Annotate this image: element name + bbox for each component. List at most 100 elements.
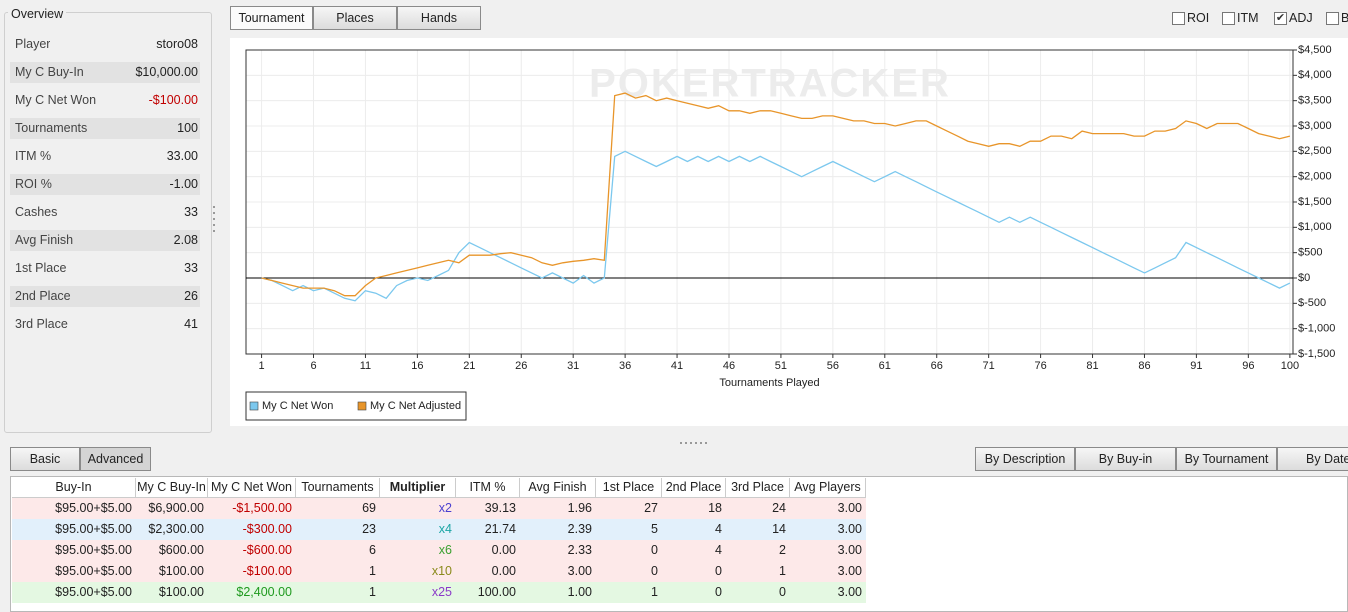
table-cell: 2.39 (520, 519, 596, 540)
y-tick-label: $0 (1298, 272, 1310, 284)
sub-tab[interactable]: Advanced (80, 447, 151, 471)
table-cell: $2,300.00 (136, 519, 208, 540)
overview-row: 3rd Place 41 (10, 314, 200, 335)
overview-label: 1st Place (15, 261, 67, 275)
table-cell: 0 (596, 561, 662, 582)
overview-row: Avg Finish 2.08 (10, 230, 200, 251)
column-header[interactable]: Tournaments (296, 478, 380, 498)
legend-box (245, 391, 467, 421)
column-header[interactable]: My C Net Won (208, 478, 296, 498)
table-cell: 0 (662, 561, 726, 582)
view-tab[interactable]: Tournament (230, 6, 313, 30)
group-tab[interactable]: By Description (975, 447, 1075, 471)
legend-label: My C Net Won (262, 400, 333, 412)
table-cell: 39.13 (456, 498, 520, 519)
checkbox[interactable] (1222, 12, 1235, 25)
table-cell: 0.00 (456, 540, 520, 561)
table-cell: -$1,500.00 (208, 498, 296, 519)
splitter-dot (213, 206, 215, 208)
group-tab[interactable]: By Date (1277, 447, 1348, 471)
overview-value: 100 (177, 121, 198, 135)
splitter-dot (213, 218, 215, 220)
overview-row: My C Net Won -$100.00 (10, 90, 200, 111)
table-cell: 3.00 (790, 561, 866, 582)
splitter-dot (680, 442, 682, 444)
y-tick-label: $2,500 (1298, 145, 1332, 157)
group-tab[interactable]: By Buy-in (1075, 447, 1176, 471)
overview-value: $10,000.00 (135, 65, 198, 79)
column-header[interactable]: My C Buy-In (136, 478, 208, 498)
table-cell: 3.00 (790, 498, 866, 519)
column-header[interactable]: 3rd Place (726, 478, 790, 498)
column-header[interactable]: Avg Finish (520, 478, 596, 498)
splitter-dot (213, 212, 215, 214)
table-cell: $100.00 (136, 582, 208, 603)
overview-row: ITM % 33.00 (10, 146, 200, 167)
x-tick-label: 66 (931, 360, 943, 372)
checkbox-label[interactable]: ADJ (1289, 11, 1313, 25)
table-cell: $95.00+$5.00 (12, 540, 136, 561)
table-cell: 14 (726, 519, 790, 540)
splitter-dot (213, 224, 215, 226)
table-cell: 23 (296, 519, 380, 540)
overview-label: 2nd Place (15, 289, 71, 303)
overview-title: Overview (8, 6, 67, 22)
view-tab[interactable]: Places (313, 6, 397, 30)
checkbox[interactable] (1326, 12, 1339, 25)
column-header[interactable]: Buy-In (12, 478, 136, 498)
y-tick-label: $-1,000 (1298, 323, 1335, 335)
checkbox[interactable] (1172, 12, 1185, 25)
column-header[interactable]: 1st Place (596, 478, 662, 498)
column-header[interactable]: Avg Players (790, 478, 866, 498)
x-tick-label: 21 (463, 360, 475, 372)
x-tick-label: 16 (411, 360, 423, 372)
table-cell: $95.00+$5.00 (12, 498, 136, 519)
checkbox-label[interactable]: ITM (1237, 11, 1259, 25)
overview-label: ROI % (15, 177, 52, 191)
table-cell: 18 (662, 498, 726, 519)
table-cell: -$100.00 (208, 561, 296, 582)
column-header[interactable]: Multiplier (380, 478, 456, 498)
checkbox-label[interactable]: B (1341, 11, 1348, 25)
splitter-dot (213, 230, 215, 232)
overview-label: Player (15, 37, 51, 51)
table-cell: 1 (596, 582, 662, 603)
overview-label: 3rd Place (15, 317, 68, 331)
y-tick-label: $1,000 (1298, 221, 1332, 233)
table-cell: $95.00+$5.00 (12, 519, 136, 540)
group-tab[interactable]: By Tournament (1176, 447, 1277, 471)
chart: POKERTRACKER $-1,500 $-1,000 $-500 $0 $500 $1,… (230, 38, 1348, 426)
overview-label: My C Net Won (15, 93, 97, 107)
view-tab[interactable]: Hands (397, 6, 481, 30)
x-tick-label: 31 (567, 360, 579, 372)
table-cell: $95.00+$5.00 (12, 561, 136, 582)
x-tick-label: 96 (1242, 360, 1254, 372)
table-cell: 1.96 (520, 498, 596, 519)
x-tick-label: 1 (259, 360, 265, 372)
column-header[interactable]: 2nd Place (662, 478, 726, 498)
table-cell: 3.00 (520, 561, 596, 582)
table-cell: $2,400.00 (208, 582, 296, 603)
overview-label: Avg Finish (15, 233, 74, 247)
table-cell: -$600.00 (208, 540, 296, 561)
table-cell: 3.00 (790, 519, 866, 540)
legend-swatch (249, 401, 259, 411)
checkbox[interactable]: ✔ (1274, 12, 1287, 25)
column-header[interactable]: ITM % (456, 478, 520, 498)
x-tick-label: 71 (983, 360, 995, 372)
overview-value: -$100.00 (148, 93, 198, 107)
checkbox-label[interactable]: ROI (1187, 11, 1210, 25)
x-tick-label: 76 (1034, 360, 1046, 372)
y-tick-label: $-1,500 (1298, 348, 1335, 360)
x-tick-label: 26 (515, 360, 527, 372)
sub-tab[interactable]: Basic (10, 447, 80, 471)
overview-value: 41 (184, 317, 198, 331)
overview-row: ROI % -1.00 (10, 174, 200, 195)
overview-value: 33 (184, 261, 198, 275)
table-cell: 0 (662, 582, 726, 603)
x-tick-label: 11 (360, 360, 371, 372)
overview-row: Tournaments 100 (10, 118, 200, 139)
y-tick-label: $-500 (1298, 297, 1326, 309)
